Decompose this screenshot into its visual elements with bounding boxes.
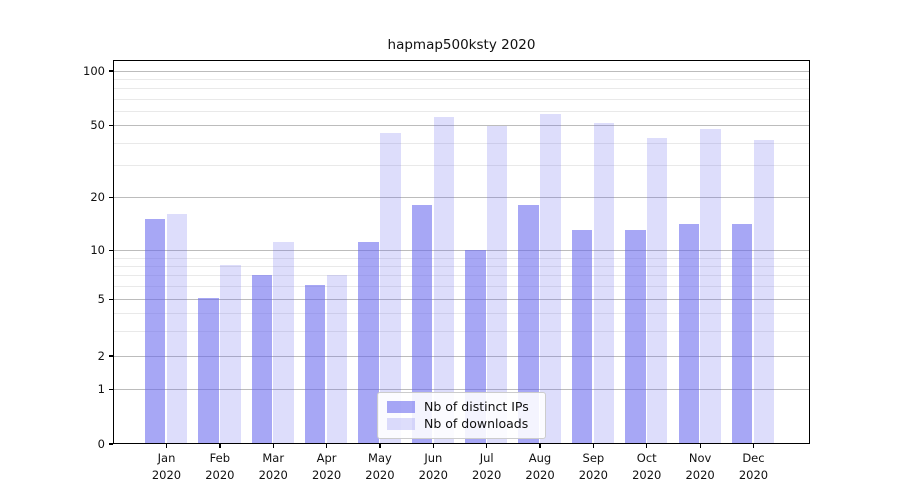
x-tick-label: May 2020 — [365, 451, 395, 482]
minor-gridline — [114, 110, 809, 112]
x-tick-label: Oct 2020 — [632, 451, 662, 482]
y-tick-label: 1 — [97, 381, 105, 396]
y-tick-label: 5 — [97, 291, 105, 306]
x-tick-label: Apr 2020 — [311, 451, 342, 482]
bar-distinct-ips — [198, 298, 219, 443]
x-tick-mark — [165, 444, 168, 448]
chart-title: hapmap500ksty 2020 — [387, 37, 536, 53]
y-tick-label: 10 — [90, 243, 105, 257]
y-tick-mark — [109, 388, 113, 390]
major-gridline — [114, 299, 809, 300]
minor-gridline — [114, 98, 809, 100]
legend-label: Nb of downloads — [424, 416, 529, 431]
y-tick-label: 0 — [97, 436, 105, 451]
bar-distinct-ips — [571, 229, 593, 443]
x-tick-label: Jul 2020 — [472, 451, 502, 482]
x-tick-label: Mar 2020 — [258, 451, 288, 482]
bar-downloads — [486, 126, 508, 443]
bar-distinct-ips — [731, 223, 753, 443]
x-tick-mark — [325, 444, 328, 448]
y-tick-mark — [109, 298, 113, 300]
x-tick-label: Dec 2020 — [738, 451, 769, 482]
legend-swatch-downloads — [387, 417, 415, 430]
x-tick-mark — [592, 444, 595, 448]
bar-downloads — [326, 274, 348, 443]
y-tick-label: 20 — [90, 190, 105, 205]
x-tick-mark — [539, 444, 541, 448]
bar-distinct-ips — [304, 285, 326, 443]
minor-gridline — [114, 78, 809, 80]
x-tick-mark — [646, 444, 648, 448]
minor-gridline — [114, 257, 809, 259]
x-tick-mark — [272, 444, 274, 448]
x-tick-label: Feb 2020 — [205, 451, 235, 482]
bar-distinct-ips — [678, 223, 699, 443]
x-tick-mark — [486, 444, 488, 448]
x-tick-label: Jun 2020 — [418, 451, 448, 482]
bar-downloads — [593, 122, 615, 443]
y-tick-label: 2 — [97, 348, 105, 363]
y-tick-mark — [109, 70, 113, 72]
minor-gridline — [114, 312, 809, 314]
x-tick-mark — [699, 444, 701, 448]
bar-distinct-ips — [358, 242, 379, 443]
minor-gridline — [114, 286, 809, 288]
legend-item: Nb of distinct IPs — [387, 398, 536, 415]
major-gridline — [114, 197, 809, 199]
x-tick-mark — [432, 444, 434, 448]
legend-swatch-distinct-ips — [387, 400, 415, 413]
minor-gridline — [114, 330, 809, 332]
x-tick-mark — [219, 444, 221, 448]
bar-downloads — [646, 138, 668, 443]
bar-distinct-ips — [625, 229, 646, 443]
y-tick-mark — [109, 197, 113, 199]
y-tick-mark — [109, 355, 113, 357]
bar-distinct-ips — [518, 204, 539, 443]
x-tick-label: Jan 2020 — [151, 451, 182, 482]
y-tick-label: 100 — [83, 63, 105, 78]
y-tick-mark — [109, 124, 113, 127]
bar-downloads — [380, 132, 401, 443]
bar-downloads — [220, 265, 241, 443]
x-tick-mark — [752, 444, 755, 448]
bar-downloads — [273, 242, 294, 443]
bar-distinct-ips — [144, 218, 166, 443]
x-tick-label: Sep 2020 — [578, 451, 609, 482]
legend-label: Nb of distinct IPs — [424, 399, 529, 414]
major-gridline — [114, 389, 809, 390]
y-tick-mark — [109, 249, 113, 252]
minor-gridline — [114, 88, 809, 90]
legend-item: Nb of downloads — [387, 415, 536, 432]
x-tick-label: Nov 2020 — [685, 451, 715, 482]
x-tick-mark — [379, 444, 381, 448]
major-gridline — [114, 70, 809, 72]
legend: Nb of distinct IPs Nb of downloads — [377, 392, 546, 439]
major-gridline — [114, 355, 809, 357]
minor-gridline — [114, 265, 809, 267]
bar-distinct-ips — [411, 204, 433, 443]
bar-distinct-ips — [251, 274, 273, 443]
bar-downloads — [700, 129, 721, 443]
bar-downloads — [753, 140, 775, 443]
y-tick-mark — [109, 443, 113, 445]
y-tick-label: 50 — [90, 118, 105, 132]
major-gridline — [114, 250, 809, 252]
plot-area — [113, 60, 810, 444]
minor-gridline — [114, 142, 809, 144]
minor-gridline — [114, 275, 809, 277]
bar-downloads — [540, 114, 561, 443]
x-tick-label: Aug 2020 — [525, 451, 555, 482]
bar-downloads — [166, 213, 188, 443]
minor-gridline — [114, 165, 809, 167]
bar-downloads — [433, 117, 454, 443]
major-gridline — [114, 125, 809, 127]
